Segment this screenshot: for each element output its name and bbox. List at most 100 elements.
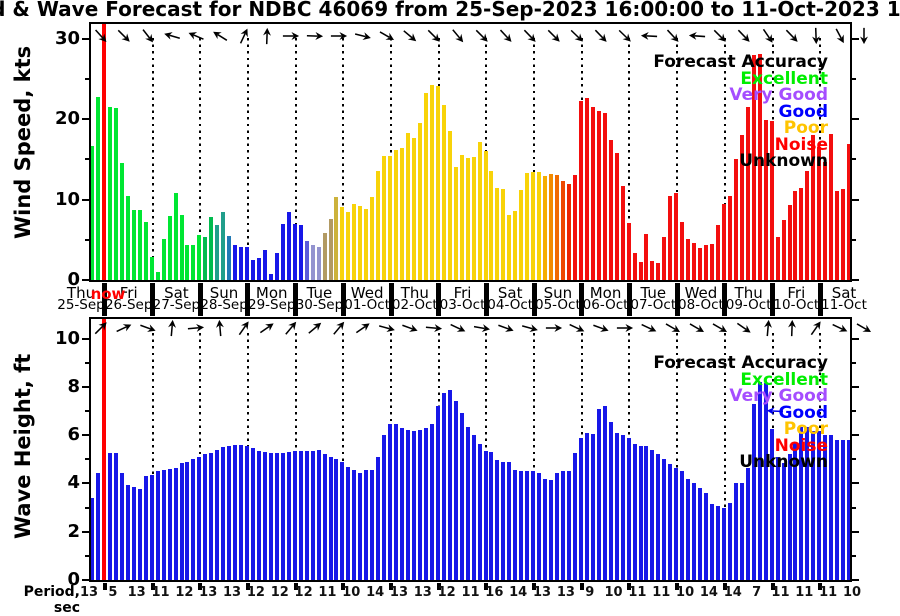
wind-bar [221,212,225,280]
wind-y-axis-label: Wind Speed, kts [11,69,35,239]
wind-direction-arrow [88,23,113,48]
wave-direction-arrow [162,318,182,338]
wind-bar [662,237,666,280]
wave-bar [90,498,94,580]
wind-direction-arrow [207,24,232,49]
wind-bar [603,113,607,280]
wind-bar [501,189,505,280]
y-tick-label: 6 [38,424,80,445]
wave-direction-arrow [210,318,230,338]
wave-bar [191,459,195,580]
wind-bar [650,261,654,280]
y-tick-label: 30 [38,28,80,49]
wind-bar [251,260,255,280]
day-tick [389,283,394,316]
wave-bar [621,435,625,580]
wind-bar [287,212,291,280]
wind-direction-arrow [184,24,208,48]
y-tick-mark [852,579,859,581]
wave-bar [698,488,702,580]
wind-bar [829,134,833,280]
wind-bar [394,150,398,280]
now-label: now [88,285,128,303]
period-value: 12 [291,585,317,600]
wind-bar [323,233,327,280]
wind-bar [835,191,839,280]
wave-direction-arrow [590,316,613,339]
period-value: 14 [362,585,388,600]
wave-bar [287,452,291,580]
wave-bar [788,454,792,580]
wave-bar [311,451,315,580]
y-tick-mark [852,410,856,412]
period-value: 13 [386,585,412,600]
wave-bar [537,473,541,580]
wave-direction-arrow [399,316,422,339]
wave-bar [317,450,321,580]
y-tick-mark [82,434,89,436]
wave-bar [472,435,476,580]
wind-bar [633,253,637,280]
wind-direction-arrow [398,23,423,48]
wave-bar [549,480,553,580]
wave-bar [722,508,726,580]
legend-item-unknown: Unknown [653,153,828,170]
now-line [102,24,106,280]
wave-bar [442,393,446,580]
wave-bar [299,451,303,580]
y-tick-label: 10 [38,189,80,210]
wave-bar [513,470,517,580]
wind-bar [793,191,797,280]
wave-bar [114,453,118,580]
wave-direction-arrow [350,315,375,340]
y-tick-mark [852,531,859,533]
wave-bar [150,475,154,580]
wave-bar [507,462,511,580]
wind-direction-arrow [588,23,613,48]
wind-bar [430,85,434,280]
wind-direction-arrow [469,23,494,48]
wave-bar [418,430,422,580]
wave-bar [162,470,166,580]
day-tick [627,283,632,316]
y-tick-mark [852,158,856,160]
wave-direction-arrow [186,318,206,338]
y-tick-label: 0 [38,569,80,590]
wave-bar [400,428,404,580]
wave-bar [495,460,499,580]
period-value: 10 [839,585,865,600]
wind-bar [734,159,738,280]
period-value: 16 [481,585,507,600]
wind-bar [120,163,124,280]
period-value: 5 [100,585,126,600]
wind-bar [484,151,488,280]
day-tick [722,283,727,316]
wind-bar [788,205,792,280]
wave-bar [627,438,631,580]
wave-direction-arrow [302,315,327,340]
wave-bar [740,483,744,580]
wave-bar [406,430,410,580]
wind-bar [340,207,344,280]
y-tick-mark [85,507,89,509]
y-tick-mark [82,118,89,120]
wind-bar [412,138,416,280]
wave-bar [436,406,440,580]
wind-direction-arrow [779,23,804,48]
wind-direction-arrow [352,25,374,47]
wave-bar [710,504,714,580]
wave-bar [478,444,482,580]
period-value: 13 [219,585,245,600]
wind-bar [799,188,803,280]
wind-direction-arrow [493,23,518,48]
period-value: 11 [767,585,793,600]
wind-bar [537,172,541,280]
wind-bar [585,98,589,280]
y-tick-mark [85,78,89,80]
wave-bar [716,506,720,580]
wind-bar [364,209,368,280]
wave-bar [644,446,648,580]
wind-bar [460,155,464,280]
wave-bar [692,483,696,580]
period-value: 12 [434,585,460,600]
